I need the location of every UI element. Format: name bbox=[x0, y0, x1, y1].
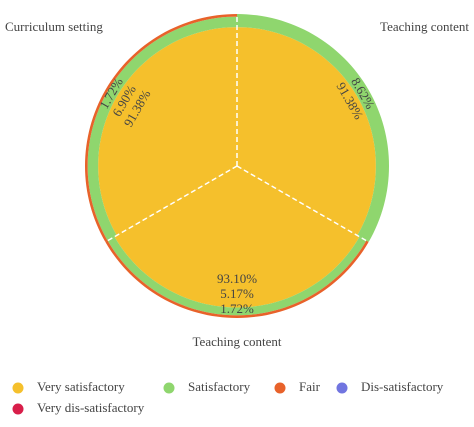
sector-segment bbox=[114, 166, 360, 308]
legend-label: Fair bbox=[299, 379, 321, 394]
legend-marker bbox=[12, 382, 24, 394]
sector-divider bbox=[103, 165, 238, 244]
legend-marker bbox=[163, 382, 175, 394]
sector-divider bbox=[236, 165, 371, 244]
legend-label: Dis-satisfactory bbox=[361, 379, 444, 394]
category-label: Curriculum setting bbox=[5, 19, 103, 34]
legend-label: Very dis-satisfactory bbox=[37, 400, 145, 415]
category-label: Teaching content bbox=[193, 334, 282, 349]
legend-label: Satisfactory bbox=[188, 379, 251, 394]
legend-marker bbox=[12, 403, 24, 415]
value-label: 1.72% bbox=[220, 301, 254, 316]
sector-segment bbox=[107, 236, 367, 316]
category-label: Teaching content bbox=[380, 19, 469, 34]
legend-marker bbox=[274, 382, 286, 394]
sector-segment bbox=[98, 27, 237, 236]
legend-label: Very satisfactory bbox=[37, 379, 125, 394]
value-label: 93.10% bbox=[217, 271, 257, 286]
sector-segment bbox=[237, 14, 389, 242]
value-label: 5.17% bbox=[220, 286, 254, 301]
sector-segment bbox=[87, 16, 237, 241]
sector-segment bbox=[237, 27, 376, 236]
legend-marker bbox=[336, 382, 348, 394]
